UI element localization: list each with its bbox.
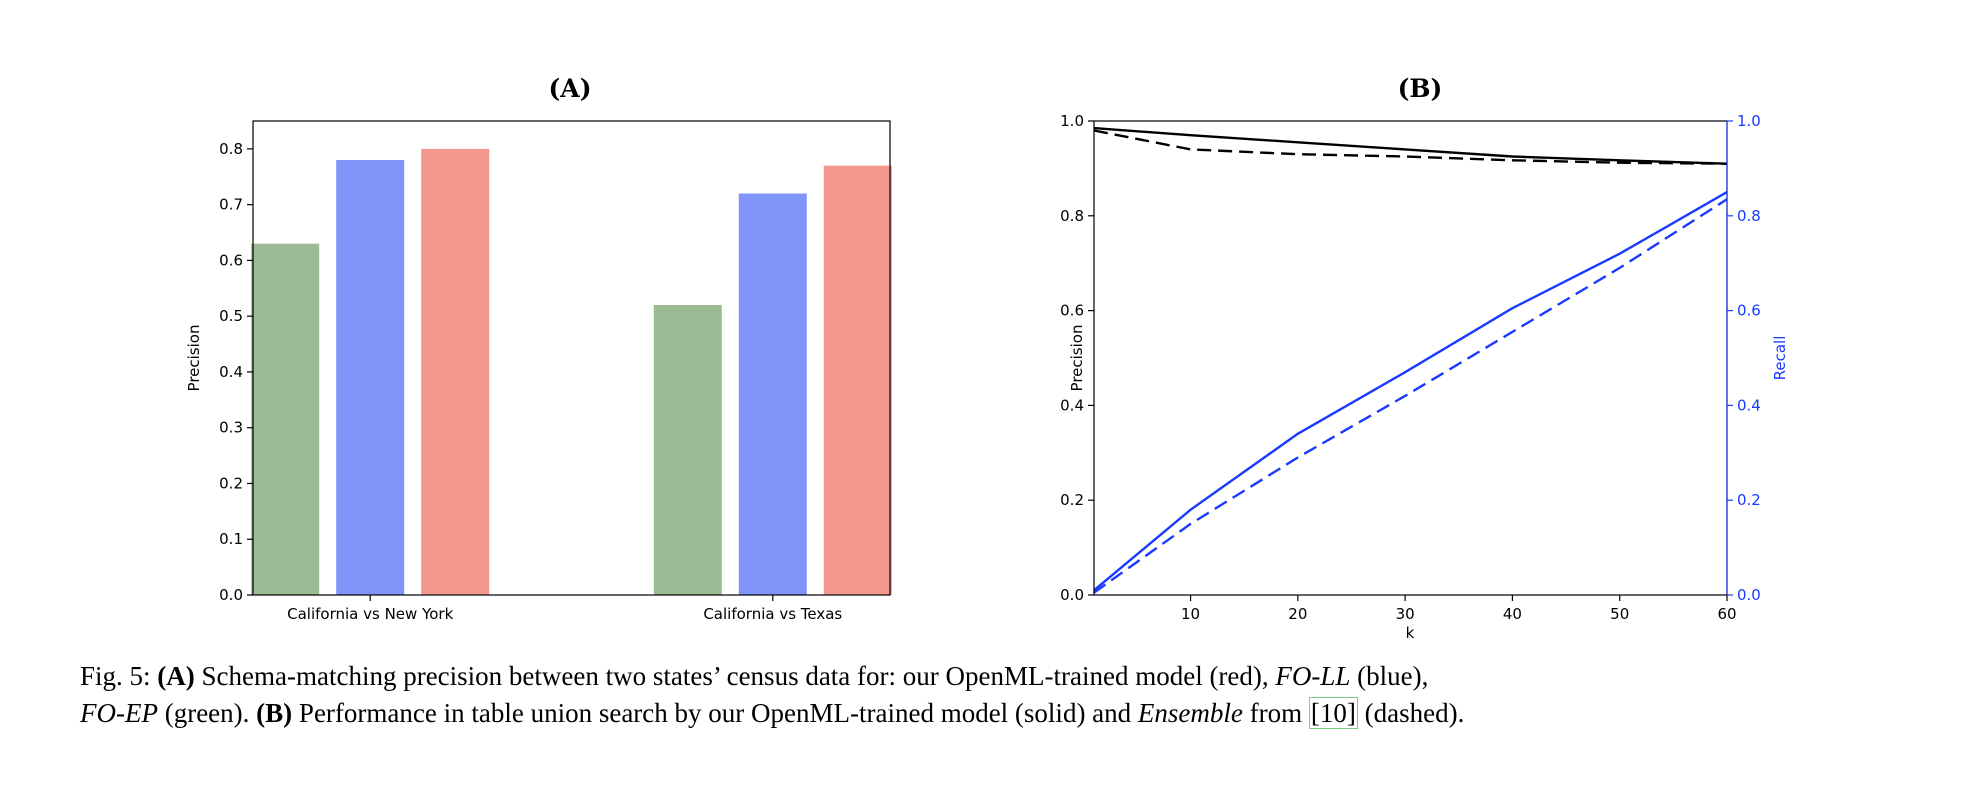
caption-dashed: (dashed).: [1364, 698, 1465, 728]
right-y-tick-label: 0.2: [1737, 491, 1761, 509]
panel-b: (B) 0.0 0.2 0.4 0.6 0.8 1.0 0.0 0.2 0.4 0.6 0.8 1.…: [1060, 74, 1789, 642]
panel-a-title: (A): [548, 74, 591, 103]
panel-b-lines: [1093, 126, 1728, 594]
x-tick-label: 50: [1610, 605, 1629, 623]
panel-b-title: (B): [1398, 74, 1443, 103]
y-tick-label: 0.7: [219, 196, 243, 214]
caption-ensemble: Ensemble: [1137, 698, 1243, 728]
y-tick-label: 0.6: [219, 251, 243, 269]
y-tick-label: 0.0: [219, 586, 243, 604]
x-tick-label: 10: [1181, 605, 1200, 623]
right-y-tick-label: 0.6: [1737, 302, 1761, 320]
caption-a-label: (A): [157, 661, 195, 691]
panel-a-bars: [251, 148, 892, 596]
panel-b-right-y-ticks: 0.0 0.2 0.4 0.6 0.8 1.0: [1727, 112, 1761, 604]
citation-link[interactable]: [10]: [1308, 697, 1358, 729]
series-line-2: [1093, 191, 1728, 592]
series-line-3: [1093, 198, 1728, 594]
y-tick-label: 0.4: [1060, 396, 1084, 414]
x-tick-label: 20: [1288, 605, 1307, 623]
y-tick-label: 0.3: [219, 419, 243, 437]
panel-b-right-y-label: Recall: [1771, 336, 1789, 381]
panel-b-x-label: k: [1406, 624, 1415, 642]
panel-a-y-ticks: 0.0 0.1 0.2 0.3 0.4 0.5 0.6 0.7 0.8: [219, 140, 253, 604]
x-tick-label: 30: [1396, 605, 1415, 623]
panel-b-y-ticks: 0.0 0.2 0.4 0.6 0.8 1.0: [1060, 112, 1094, 604]
series-line-1: [1093, 129, 1728, 165]
panel-a-frame: [252, 120, 891, 596]
right-y-tick-label: 0.4: [1737, 396, 1761, 414]
y-tick-label: 0.0: [1060, 586, 1084, 604]
figure-caption: Fig. 5: (A) Schema-matching precision be…: [80, 658, 1920, 732]
right-y-tick-label: 0.8: [1737, 207, 1761, 225]
caption-b-label: (B): [256, 698, 293, 728]
y-tick-label: 0.8: [219, 140, 243, 158]
x-tick-label: 60: [1717, 605, 1736, 623]
bar-0-0: [251, 243, 320, 595]
panel-a-y-label: Precision: [185, 325, 203, 392]
x-tick-label: California vs New York: [287, 605, 453, 623]
caption-from: from: [1249, 698, 1303, 728]
bar-1-0: [653, 305, 722, 595]
y-tick-label: 0.2: [219, 474, 243, 492]
y-tick-label: 0.8: [1060, 207, 1084, 225]
bar-1-1: [738, 193, 807, 595]
x-tick-label: California vs Texas: [703, 605, 842, 623]
right-y-tick-label: 1.0: [1737, 112, 1761, 130]
panel-a: (A) 0.0 0.1 0.2 0.3 0.4 0.5 0.6 0.7 0.8 Californ…: [185, 74, 892, 623]
caption-fo-ll: FO-LL: [1275, 661, 1351, 691]
bar-1-2: [823, 165, 892, 596]
x-tick-label: 40: [1503, 605, 1522, 623]
panel-b-x-ticks: 10 20 30 40 50 60: [1181, 595, 1737, 623]
y-tick-label: 0.2: [1060, 491, 1084, 509]
y-tick-label: 0.1: [219, 530, 243, 548]
series-line-0: [1093, 126, 1728, 165]
y-tick-label: 0.4: [219, 363, 243, 381]
y-tick-label: 1.0: [1060, 112, 1084, 130]
caption-b-text: Performance in table union search by our…: [298, 698, 1132, 728]
caption-blue: (blue),: [1357, 661, 1429, 691]
right-y-tick-label: 0.0: [1737, 586, 1761, 604]
bar-0-2: [421, 148, 490, 595]
caption-figure-label: Fig. 5:: [80, 661, 151, 691]
panel-b-y-label: Precision: [1068, 325, 1086, 392]
y-tick-label: 0.6: [1060, 302, 1084, 320]
panel-a-x-ticks: California vs New York California vs Texa…: [287, 595, 842, 623]
caption-fo-ep: FO-EP: [80, 698, 158, 728]
bar-0-1: [336, 160, 405, 596]
caption-a-text: Schema-matching precision between two st…: [201, 661, 1269, 691]
y-tick-label: 0.5: [219, 307, 243, 325]
caption-green: (green).: [164, 698, 250, 728]
